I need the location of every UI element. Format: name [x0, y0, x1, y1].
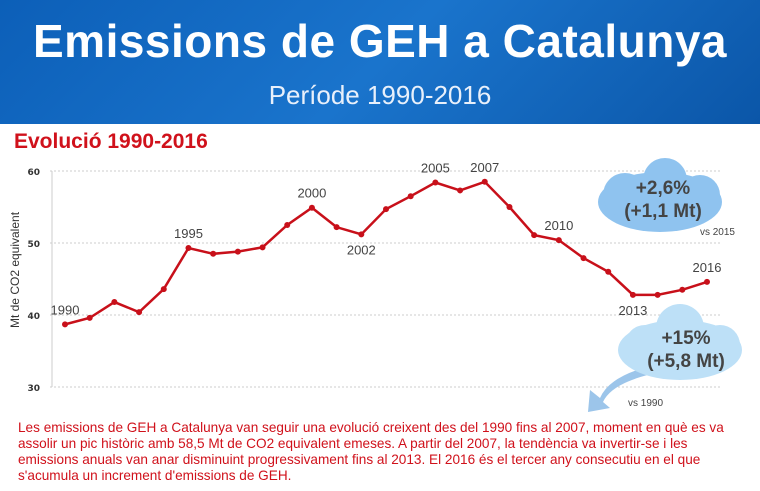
y-tick-label: 40 [27, 312, 40, 322]
description-paragraph: Les emissions de GEH a Catalunya van seg… [18, 420, 724, 483]
data-point-1996 [210, 250, 217, 257]
data-point-2008 [506, 204, 513, 210]
cloud-vs-1990: +15% (+5,8 Mt) vs 1990 [588, 304, 742, 412]
data-point-1999 [284, 222, 291, 228]
point-label-2005: 2005 [421, 161, 450, 176]
data-point-2004 [407, 193, 414, 200]
point-label-2010: 2010 [544, 218, 573, 233]
section-title: Evolució 1990-2016 [14, 130, 208, 153]
cloud-line2: (+1,1 Mt) [624, 201, 702, 222]
point-label-2000: 2000 [297, 186, 326, 201]
point-label-2002: 2002 [347, 242, 376, 257]
data-point-1990 [62, 321, 68, 328]
data-point-2003 [383, 206, 389, 213]
data-point-2012 [605, 268, 612, 275]
data-point-2015 [679, 286, 686, 293]
data-point-2007 [481, 178, 488, 185]
data-point-2005 [432, 179, 439, 186]
y-tick-label: 50 [27, 240, 40, 250]
data-point-2001 [333, 224, 340, 231]
data-point-1991 [86, 314, 93, 321]
data-point-1997 [234, 248, 241, 255]
point-label-1990: 1990 [51, 302, 80, 317]
cloud-line1: +2,6% [636, 178, 691, 199]
data-point-1995 [185, 245, 192, 252]
header-banner: Emissions de GEH a Catalunya Període 199… [0, 0, 760, 124]
data-point-1994 [160, 286, 167, 293]
cloud-line1: +15% [661, 328, 710, 349]
point-label-2013: 2013 [618, 303, 647, 318]
data-point-2013 [629, 291, 636, 298]
data-point-2009 [531, 232, 538, 239]
point-label-1995: 1995 [174, 226, 203, 241]
point-label-2016: 2016 [693, 260, 722, 275]
data-point-1993 [136, 309, 143, 316]
line-chart: 30 40 50 60 Mt de CO2 equivalent +2,6% (+1,… [8, 158, 742, 412]
data-point-2002 [358, 231, 365, 238]
y-axis-label: Mt de CO2 equivalent [8, 211, 22, 328]
page-subtitle: Període 1990-2016 [268, 80, 492, 110]
y-tick-label: 60 [27, 168, 40, 178]
data-point-2010 [555, 237, 562, 244]
data-point-2000 [308, 204, 315, 211]
data-point-2016 [704, 278, 710, 285]
point-label-2007: 2007 [470, 160, 499, 175]
data-point-1998 [259, 244, 266, 251]
cloud-line2: (+5,8 Mt) [647, 351, 725, 372]
cloud-vs-2015: +2,6% (+1,1 Mt) vs 2015 [598, 158, 735, 238]
cloud-note: vs 1990 [628, 398, 663, 409]
y-tick-label: 30 [27, 384, 40, 394]
data-point-1992 [111, 299, 118, 306]
data-point-2006 [457, 187, 464, 194]
cloud-note: vs 2015 [700, 227, 735, 238]
page-title: Emissions de GEH a Catalunya [32, 15, 727, 67]
data-point-2011 [580, 255, 587, 262]
data-point-2014 [654, 291, 661, 298]
